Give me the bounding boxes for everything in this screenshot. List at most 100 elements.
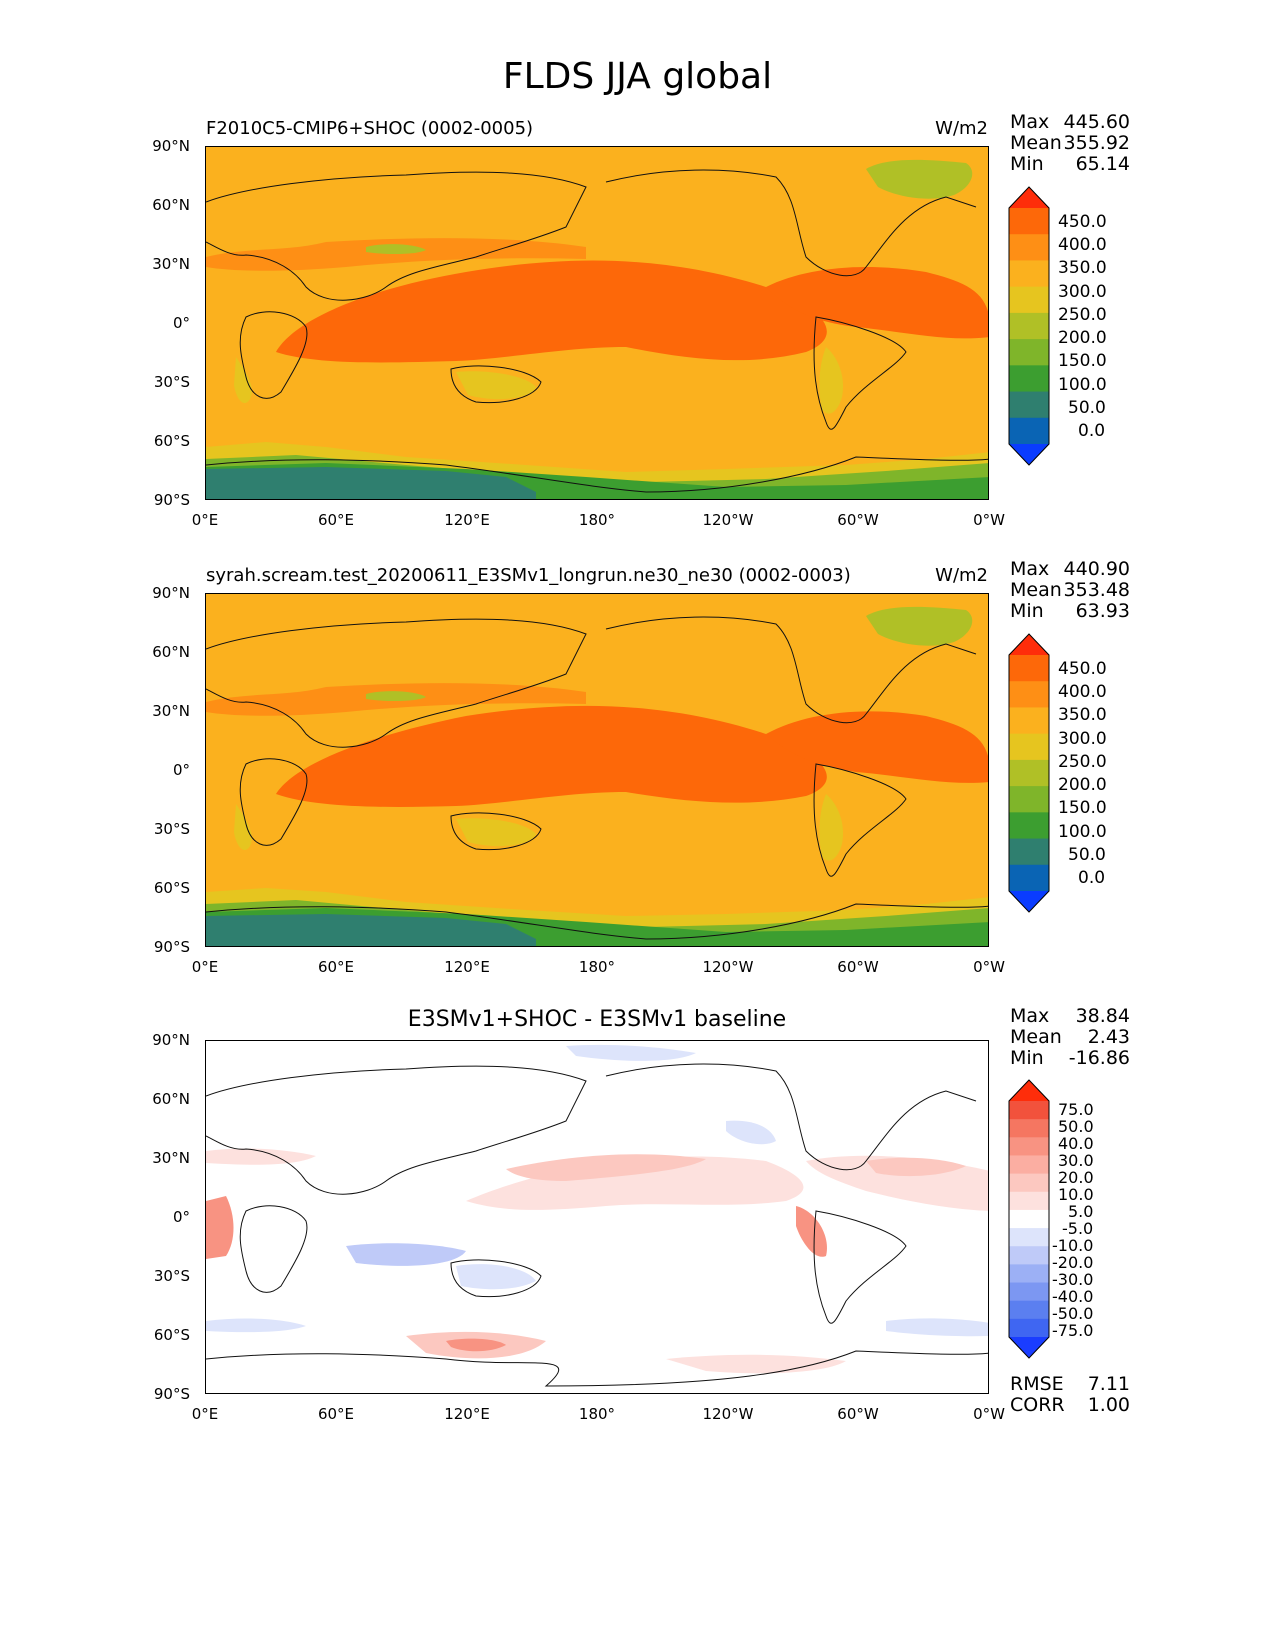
colorbar-label: 200.0 [1058,775,1107,795]
y-tick: 90°S [153,491,190,509]
x-tick: 0°E [191,958,219,976]
field-plot [206,147,988,499]
peru-positive [796,1206,827,1257]
y-tick: 30°S [153,373,190,391]
australia-land [456,818,536,847]
x-tick: 120°E [444,511,490,529]
pacific-positive-core [506,1154,706,1181]
colorbar-label: 75.0 [1058,1100,1094,1119]
colorbar-extend-max [1009,634,1049,655]
stat-mean-label: Mean [1010,1026,1062,1048]
stat-max-value: 440.90 [1063,558,1130,580]
colorbar-segment [1009,391,1049,419]
y-tick: 0° [172,761,190,779]
colorbar-label: 50.0 [1068,845,1106,865]
colorbar-label: 250.0 [1058,305,1107,325]
colorbar-segment [1009,1228,1049,1247]
panel-title: E3SMv1+SHOC - E3SMv1 baseline [407,1007,787,1032]
coastlines [206,169,988,493]
pacific-positive [466,1156,804,1210]
colorbar-segment [1009,733,1049,761]
colorbar-label: 10.0 [1058,1185,1094,1204]
colorbar-segment [1009,1119,1049,1138]
y-tick: 30°S [153,820,190,838]
colorbar-label: 300.0 [1058,282,1107,302]
indian-negative [346,1243,466,1266]
x-tick: 0°W [973,958,1005,976]
colorbar-segment [1009,681,1049,708]
colorbar-label: 0.0 [1078,421,1106,441]
panel-title: syrah.scream.test_20200611_E3SMv1_longru… [206,565,851,586]
colorbar-extend-min [1009,444,1049,465]
stat-mean-label: Mean [1010,132,1062,154]
colorbar-segment [1009,838,1049,866]
x-tick: 0°W [973,511,1005,529]
colorbar-label: 100.0 [1058,822,1107,842]
x-tick: 0°E [191,511,219,529]
stat-max-value: 445.60 [1063,111,1130,133]
colorbar-segment [1009,1101,1049,1120]
x-tick: 60°W [837,958,879,976]
australia-land [456,371,536,400]
colorbar-segment [1009,1209,1049,1229]
rmse-label: RMSE [1010,1373,1064,1395]
x-tick: 120°W [702,511,754,529]
y-tick: 60°S [153,432,190,450]
figure-title: FLDS JJA global [502,56,773,97]
southern-negative-west [206,1318,306,1333]
stat-min-value: 65.14 [1075,153,1130,175]
y-tick: 90°N [152,137,190,155]
colorbar-label: 350.0 [1058,258,1107,278]
x-tick: 60°W [837,511,879,529]
colorbar-segment [1009,812,1049,840]
y-tick: 30°N [152,1149,190,1167]
y-tick: 60°S [153,1326,190,1344]
colorbar [1008,186,1050,466]
map-test [205,146,989,500]
colorbar-segment [1009,1282,1049,1302]
x-tick: 60°E [317,1405,355,1423]
x-tick: 180° [578,1405,616,1423]
x-tick: 120°E [444,958,490,976]
y-tick: 60°N [152,1090,190,1108]
andes [819,347,844,414]
colorbar-label: 5.0 [1068,1202,1094,1221]
stat-mean-label: Mean [1010,579,1062,601]
field-plot [206,594,988,946]
colorbar-label: 150.0 [1058,351,1107,371]
colorbar [1008,1079,1050,1359]
colorbar-outline [1008,186,1050,466]
benguela-positive [206,1196,234,1259]
x-tick: 60°E [317,511,355,529]
stat-min-label: Min [1010,1047,1044,1069]
southern-africa [234,804,252,851]
tibet [366,691,426,702]
map-reference [205,593,989,947]
colorbar-label: 450.0 [1058,212,1107,232]
ross-sea-positive [666,1354,846,1374]
coastlines [206,616,988,940]
colorbar-extend-min [1009,891,1049,912]
y-tick: 0° [172,314,190,332]
colorbar-segment [1009,365,1049,393]
colorbar-label: 50.0 [1058,1117,1094,1136]
colorbar-label: 250.0 [1058,752,1107,772]
colorbar-label: 450.0 [1058,659,1107,679]
colorbar-segment [1009,1155,1049,1175]
coastlines [206,1063,988,1387]
atlantic-warm [766,711,988,783]
stat-min-label: Min [1010,600,1044,622]
y-tick: 30°S [153,1267,190,1285]
colorbar-segment [1009,286,1049,314]
southern-africa [234,357,252,404]
y-tick: 60°N [152,643,190,661]
colorbar-label: -30.0 [1052,1270,1094,1289]
colorbar-label: -20.0 [1052,1253,1094,1272]
colorbar-segment [1009,1264,1049,1284]
units-label: W/m2 [935,118,988,139]
colorbar-label: 400.0 [1058,682,1107,702]
colorbar-segment [1009,208,1049,235]
stat-min-label: Min [1010,153,1044,175]
colorbar-segment [1009,1137,1049,1156]
colorbar-label: 20.0 [1058,1168,1094,1187]
